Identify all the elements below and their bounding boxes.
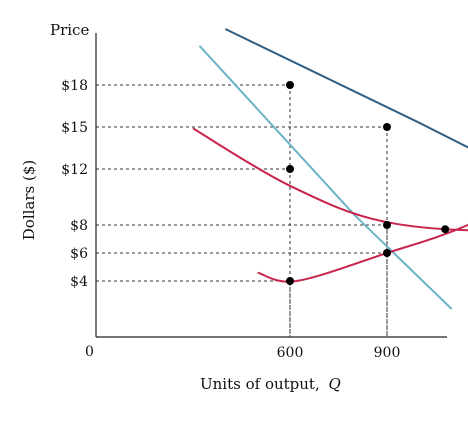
y-tick-4: $4 [70, 274, 88, 290]
guide-lines [96, 84, 388, 337]
y-tick-12: $12 [61, 162, 88, 178]
x-axis-label: Units of output, Q [200, 375, 341, 393]
y-axis-label: Dollars ($) [20, 160, 38, 240]
marker-0 [286, 81, 294, 89]
marker-2 [286, 165, 294, 173]
marker-4 [383, 221, 391, 229]
curves [192, 28, 468, 310]
y-tick-15: $15 [61, 120, 88, 136]
x-tick-600: 600 [277, 345, 304, 361]
y-tick-6: $6 [70, 246, 88, 262]
curve-mc [257, 223, 468, 283]
y-tick-18: $18 [61, 78, 88, 94]
x-tick-900: 900 [374, 345, 401, 361]
origin-label: 0 [85, 344, 94, 360]
curve-mr [198, 45, 453, 310]
marker-1 [383, 123, 391, 131]
y-tick-8: $8 [70, 218, 88, 234]
marker-8 [286, 277, 294, 285]
curve-atc [192, 127, 468, 232]
marker-7 [383, 249, 391, 257]
marker-5 [441, 225, 450, 234]
curve-demand [224, 28, 468, 149]
markers [286, 81, 450, 285]
y-axis-title: Price [50, 21, 89, 39]
x-axis-label-text: Units of output, [200, 375, 320, 393]
y-tick-labels: $18 $15 $12 $8 $6 $4 [61, 78, 88, 290]
x-tick-labels: 600 900 [277, 345, 401, 361]
x-axis-label-var: Q [329, 375, 341, 393]
